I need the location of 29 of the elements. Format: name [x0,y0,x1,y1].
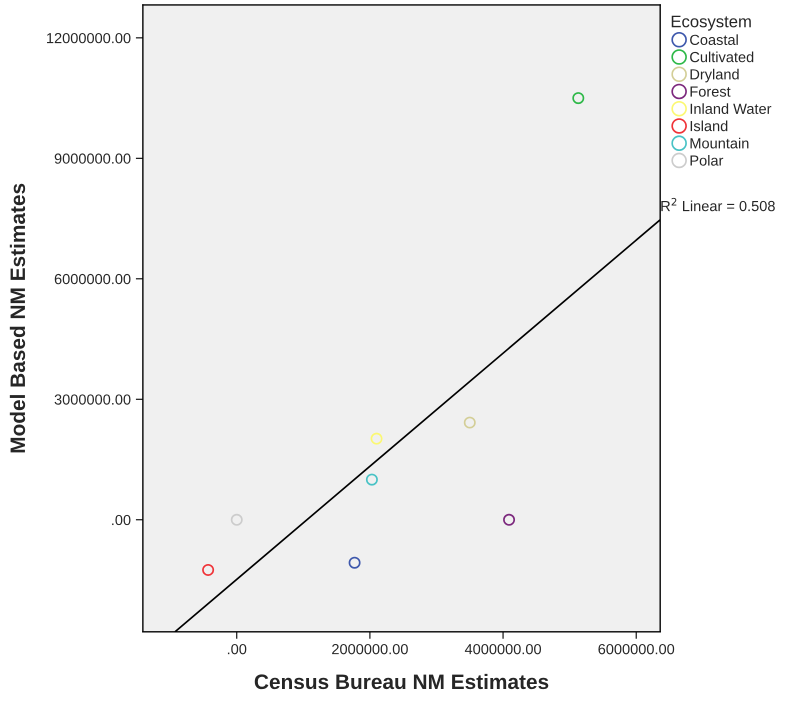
y-axis-title: Model Based NM Estimates [10,184,26,452]
point [348,556,361,569]
legend-label: Island [690,120,728,132]
x-tick-label: 4000000.00 [464,644,542,654]
y-tick-label: 9000000.00 [54,153,130,164]
point [503,514,516,526]
annotation: R$^{2}$ Linear = 0.508 [661,198,775,212]
legend-label: Mountain [690,138,748,148]
legend-label: Forest [690,86,731,97]
legend-label: Dryland [690,68,739,82]
legend-label: Cultivated [690,52,754,62]
legend-label: Inland Water [690,103,772,114]
point [202,564,214,576]
x-tick-label: .00 [228,644,246,654]
point [230,514,243,526]
y-tick-label: 6000000.00 [54,274,130,284]
x-axis-title: Census Bureau NM Estimates [254,674,548,690]
x-tick-label: 6000000.00 [598,644,674,654]
point [370,432,383,445]
y-tick-label: 3000000.00 [54,394,130,405]
x-tick-label: 2000000.00 [332,644,408,654]
point [572,92,584,104]
point [464,416,476,429]
y-tick-label: 12000000.00 [47,32,131,44]
legend-label: Polar [690,154,724,166]
y-tick-label: .00 [112,514,130,526]
legend-label: Coastal [690,34,738,46]
legend-title: Ecosystem [672,16,751,31]
point [366,474,378,486]
